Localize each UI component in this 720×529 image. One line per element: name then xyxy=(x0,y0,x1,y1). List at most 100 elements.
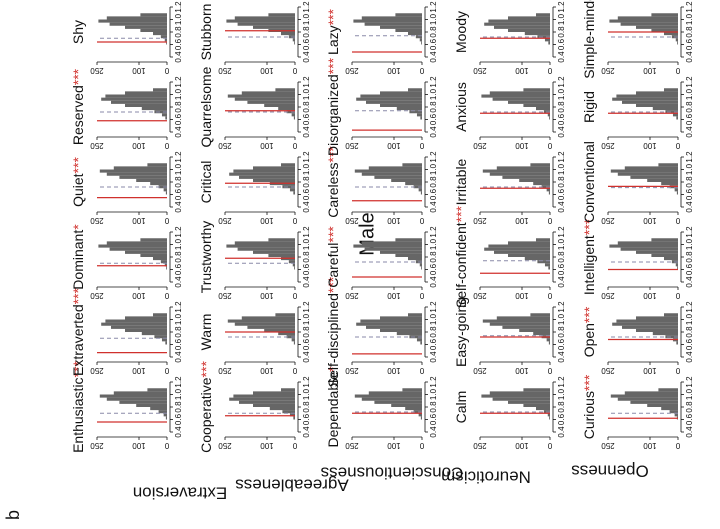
trait-name: Curious xyxy=(581,391,597,439)
x-tick-label: 0.8 xyxy=(174,401,183,413)
y-tick-label: 250 xyxy=(473,366,487,375)
bar xyxy=(396,107,422,111)
y-tick-label: 250 xyxy=(345,291,359,300)
y-tick-label: 100 xyxy=(132,141,146,150)
y-tick-label: 100 xyxy=(260,366,274,375)
bar xyxy=(652,332,678,336)
bar xyxy=(395,28,422,32)
histogram-panel: 0.40.60.81.01.20100250Self-disciplined**… xyxy=(325,276,438,387)
x-tick-label: 1.2 xyxy=(429,151,438,163)
bar xyxy=(536,407,550,411)
bar xyxy=(374,175,422,179)
bar xyxy=(234,16,295,20)
x-tick-label: 1.2 xyxy=(174,76,183,88)
y-tick-label: 0 xyxy=(164,441,169,450)
x-tick-label: 1.0 xyxy=(685,163,694,175)
y-tick-label: 0 xyxy=(547,366,552,375)
significance: *** xyxy=(453,205,469,222)
bar xyxy=(488,19,550,23)
bar xyxy=(241,91,295,95)
x-tick-label: 0.8 xyxy=(302,326,311,338)
bar xyxy=(227,319,295,323)
x-tick-label: 0.6 xyxy=(429,38,438,50)
y-tick-label: 100 xyxy=(132,441,146,450)
x-tick-label: 1.0 xyxy=(429,88,438,100)
bar xyxy=(293,191,295,195)
y-tick-label: 100 xyxy=(260,66,274,75)
y-tick-label: 100 xyxy=(515,366,529,375)
bar xyxy=(364,22,422,26)
y-tick-label: 0 xyxy=(292,66,297,75)
significance: *** xyxy=(70,157,86,174)
y-tick-label: 0 xyxy=(164,66,169,75)
bar xyxy=(165,416,167,420)
panel-title: Enthusiastic*** xyxy=(70,361,86,453)
x-tick-label: 1.2 xyxy=(174,226,183,238)
bar xyxy=(141,107,167,111)
histogram-panel: 0.40.60.81.01.2 0 100 250 Curious*** xyxy=(581,374,694,450)
bar xyxy=(405,182,422,186)
x-tick-label: 1.0 xyxy=(302,313,311,325)
bar xyxy=(153,257,167,261)
bar xyxy=(113,391,167,395)
panel-title: Disorganized*** xyxy=(325,57,341,156)
y-tick-label: 100 xyxy=(515,291,529,300)
y-tick-label: 0 xyxy=(164,141,169,150)
trait-name: Trustworthy xyxy=(198,221,214,294)
trait-name: Calm xyxy=(453,391,469,424)
y-tick-label: 250 xyxy=(473,141,487,150)
x-tick-label: 0.6 xyxy=(302,188,311,200)
x-tick-label: 0.4 xyxy=(685,426,694,438)
bar xyxy=(241,316,295,320)
bar xyxy=(291,113,295,117)
bar xyxy=(636,250,678,254)
x-tick-label: 1.2 xyxy=(685,226,694,238)
bar xyxy=(651,28,678,32)
bar xyxy=(676,341,678,345)
bar xyxy=(675,38,678,42)
bar xyxy=(226,19,295,23)
bar xyxy=(610,169,678,173)
y-tick-label: 0 xyxy=(547,66,552,75)
bar xyxy=(420,416,422,420)
bar xyxy=(622,100,678,104)
bar xyxy=(165,341,167,345)
bar xyxy=(508,253,550,257)
x-tick-label: 0.8 xyxy=(429,401,438,413)
x-tick-label: 1.2 xyxy=(302,76,311,88)
x-tick-label: 0.8 xyxy=(685,101,694,113)
bar xyxy=(105,94,167,98)
x-tick-label: 1.0 xyxy=(174,88,183,100)
y-tick-label: 100 xyxy=(515,66,529,75)
y-tick-label: 0 xyxy=(292,366,297,375)
bar xyxy=(380,316,422,320)
bar xyxy=(530,313,550,317)
bar xyxy=(154,335,167,339)
histogram-panel: 0.40.60.81.01.2 0 100 250 Dominant* xyxy=(70,224,183,300)
x-tick-label: 0.4 xyxy=(174,126,183,138)
x-tick-label: 0.6 xyxy=(429,263,438,275)
bar xyxy=(418,413,422,417)
bar xyxy=(544,38,550,42)
x-tick-label: 0.6 xyxy=(557,38,566,50)
bar xyxy=(508,241,550,245)
panel-title: Self-confident*** xyxy=(453,205,469,308)
y-tick-label: 100 xyxy=(260,141,274,150)
bar xyxy=(141,332,167,336)
bar xyxy=(361,16,422,20)
panel-title: Reserved*** xyxy=(70,68,86,145)
x-tick-label: 0.6 xyxy=(557,188,566,200)
x-tick-label: 0.4 xyxy=(685,51,694,63)
bar xyxy=(636,91,678,95)
bar xyxy=(523,103,550,107)
bar xyxy=(676,116,678,120)
trait-name: Stubborn xyxy=(198,4,214,61)
significance: *** xyxy=(325,276,341,293)
y-tick-label: 100 xyxy=(387,66,401,75)
bar xyxy=(636,328,678,332)
bar xyxy=(482,319,550,323)
bar xyxy=(140,13,167,17)
x-tick-label: 0.6 xyxy=(302,113,311,125)
x-tick-label: 0.8 xyxy=(557,326,566,338)
